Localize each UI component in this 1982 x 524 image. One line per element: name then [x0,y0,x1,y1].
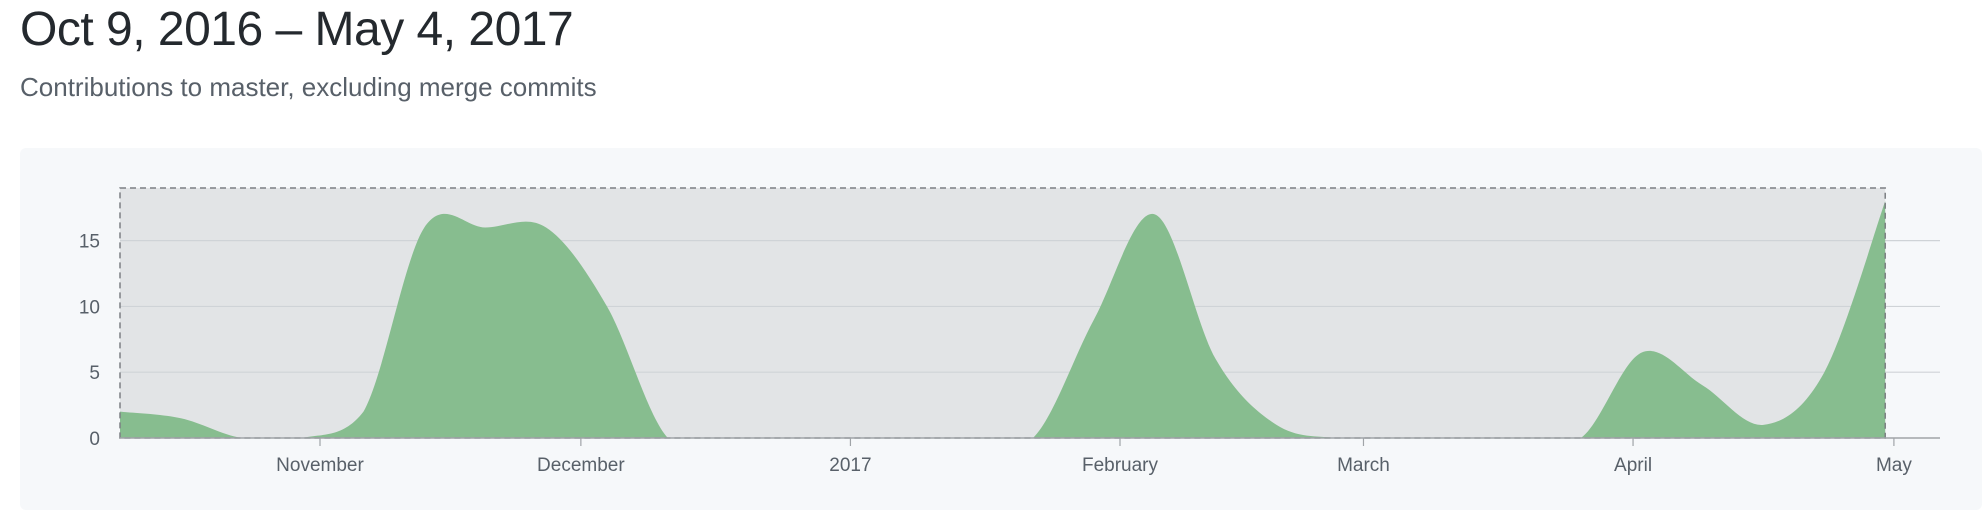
contributions-chart[interactable]: 0 5 10 15 November December 2017 February March A… [20,148,1982,510]
data-point[interactable] [1152,211,1158,217]
data-point[interactable] [1821,369,1827,375]
data-point[interactable] [604,303,610,309]
page-subtitle: Contributions to master, excluding merge… [20,72,597,102]
x-tick-label: 2017 [829,455,871,476]
x-tick-label: February [1082,455,1159,476]
data-point[interactable] [543,224,549,230]
data-point[interactable] [421,224,427,230]
data-point[interactable] [1760,422,1766,428]
x-tick-label: March [1337,455,1390,476]
x-tick-label: December [537,455,625,476]
data-point[interactable] [178,415,184,421]
y-tick-label: 15 [79,232,100,253]
selection-border[interactable] [119,187,1886,439]
y-tick-label: 10 [79,297,100,318]
data-point[interactable] [1091,317,1097,323]
x-tick-label: May [1876,455,1912,476]
y-tick-label: 5 [89,363,100,384]
data-point[interactable] [1274,422,1280,428]
data-point[interactable] [1639,349,1645,355]
y-tick-label: 0 [89,429,100,450]
x-tick-label: November [276,455,364,476]
contributions-chart-svg[interactable]: 0 5 10 15 November December 2017 February March A… [20,148,1982,510]
data-point[interactable] [1700,382,1706,388]
page-title: Oct 9, 2016 – May 4, 2017 [20,3,574,56]
data-point[interactable] [1213,356,1219,362]
data-point[interactable] [482,224,488,230]
contributions-area-series-0 [120,201,1886,438]
x-tick-label: April [1614,455,1652,476]
data-point[interactable] [360,409,366,415]
